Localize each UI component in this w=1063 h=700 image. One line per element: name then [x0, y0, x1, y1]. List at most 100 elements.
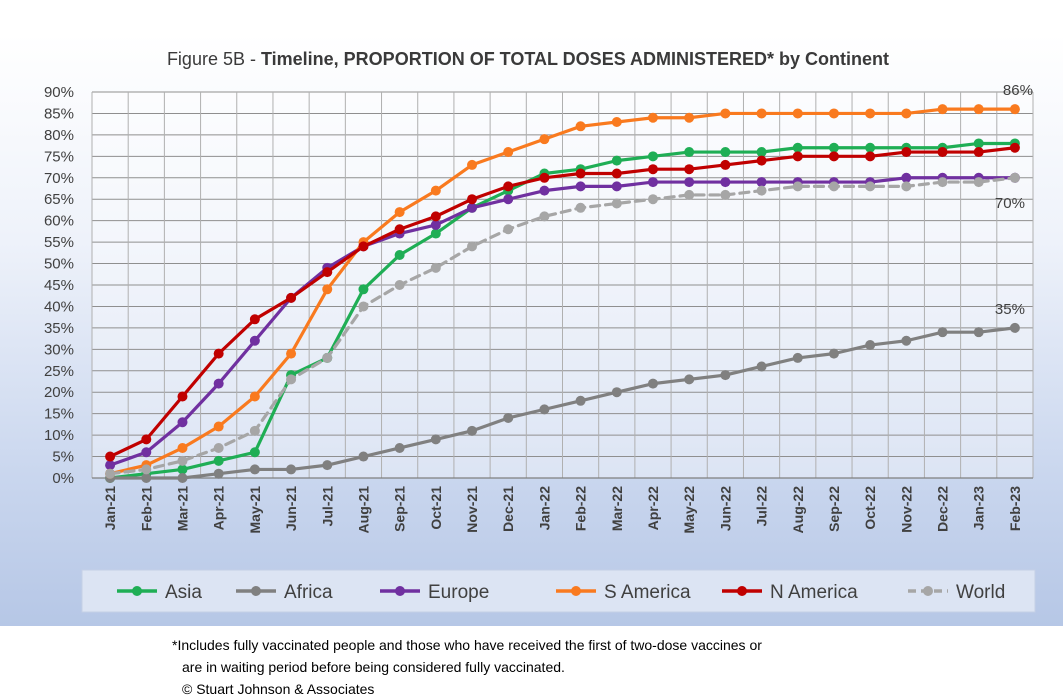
- y-tick-label: 60%: [44, 213, 74, 230]
- data-point: [792, 108, 803, 119]
- data-point: [828, 181, 839, 192]
- data-point: [249, 447, 260, 458]
- x-tick-label: Feb-23: [1007, 486, 1023, 531]
- data-point: [213, 348, 224, 359]
- data-point: [286, 292, 297, 303]
- y-tick-label: 55%: [44, 234, 74, 251]
- data-point: [647, 164, 658, 175]
- data-point: [141, 464, 152, 475]
- data-point: [792, 181, 803, 192]
- data-point: [503, 412, 514, 423]
- data-point: [901, 172, 912, 183]
- data-point: [177, 417, 188, 428]
- data-point: [105, 460, 116, 471]
- data-point: [177, 455, 188, 466]
- data-point: [430, 219, 441, 230]
- data-point: [937, 147, 948, 158]
- data-point: [828, 142, 839, 153]
- data-point: [394, 207, 405, 218]
- data-point: [249, 425, 260, 436]
- y-tick-label: 30%: [44, 341, 74, 358]
- data-point: [322, 267, 333, 278]
- line-chart: Figure 5B - Timeline, PROPORTION OF TOTA…: [44, 49, 1036, 613]
- data-point: [394, 224, 405, 235]
- x-tick-label: Apr-21: [211, 486, 227, 531]
- data-point: [358, 301, 369, 312]
- y-tick-label: 90%: [44, 84, 74, 101]
- data-point: [394, 249, 405, 260]
- data-point: [1009, 172, 1020, 183]
- data-point: [647, 194, 658, 205]
- data-point: [177, 464, 188, 475]
- data-point: [322, 352, 333, 363]
- y-tick-label: 5%: [52, 449, 74, 466]
- data-point: [973, 138, 984, 149]
- series-line: [108, 146, 1017, 459]
- x-tick-label: Aug-22: [790, 486, 806, 534]
- data-point: [105, 451, 116, 462]
- data-point: [467, 202, 478, 213]
- data-point: [213, 378, 224, 389]
- chart-background: [0, 34, 1063, 626]
- data-point: [322, 284, 333, 295]
- data-point: [720, 159, 731, 170]
- x-tick-label: Dec-21: [500, 486, 516, 532]
- series-line: [108, 326, 1017, 480]
- y-tick-label: 10%: [44, 427, 74, 444]
- copyright-notice: © Stuart Johnson & Associates: [182, 681, 375, 697]
- data-point: [720, 147, 731, 158]
- data-point: [575, 202, 586, 213]
- x-tick-label: Jul-22: [754, 486, 770, 527]
- data-point: [937, 327, 948, 338]
- data-point: [756, 147, 767, 158]
- legend-label: World: [956, 582, 1005, 603]
- data-point: [611, 168, 622, 179]
- data-point: [575, 121, 586, 132]
- x-tick-label: Sep-22: [826, 486, 842, 532]
- data-point: [394, 442, 405, 453]
- y-tick-label: 50%: [44, 256, 74, 273]
- series-line: [108, 141, 1017, 480]
- data-point: [249, 464, 260, 475]
- data-point: [720, 108, 731, 119]
- data-point: [901, 147, 912, 158]
- data-point: [756, 155, 767, 166]
- chart-title-main: Timeline, PROPORTION OF TOTAL DOSES ADMI…: [261, 49, 889, 69]
- legend-label: N America: [770, 582, 858, 603]
- x-tick-label: Mar-22: [609, 486, 625, 531]
- data-point: [575, 395, 586, 406]
- data-point: [539, 404, 550, 415]
- data-point: [213, 421, 224, 432]
- x-tick-label: May-21: [247, 486, 263, 534]
- data-point: [213, 468, 224, 479]
- data-point: [105, 468, 116, 479]
- x-tick-label: Jul-21: [319, 486, 335, 527]
- legend-label: Africa: [284, 582, 333, 603]
- footnote: *Includes fully vaccinated people and th…: [172, 634, 932, 700]
- x-tick-label: Oct-21: [428, 486, 444, 530]
- data-point: [286, 348, 297, 359]
- chart-title: Figure 5B - Timeline, PROPORTION OF TOTA…: [167, 49, 889, 69]
- x-tick-label: Apr-22: [645, 486, 661, 531]
- data-point: [286, 374, 297, 385]
- data-point: [684, 164, 695, 175]
- data-point: [539, 172, 550, 183]
- data-point: [213, 442, 224, 453]
- data-point: [467, 425, 478, 436]
- data-point: [828, 348, 839, 359]
- data-point: [684, 189, 695, 200]
- data-point: [539, 211, 550, 222]
- y-tick-label: 85%: [44, 105, 74, 122]
- data-point: [430, 211, 441, 222]
- data-point: [792, 142, 803, 153]
- chart-title-prefix: Figure 5B -: [167, 49, 261, 69]
- data-point: [177, 473, 188, 483]
- data-point: [430, 228, 441, 239]
- data-point: [430, 262, 441, 273]
- data-point: [901, 108, 912, 119]
- data-point: [1009, 322, 1020, 333]
- legend-swatch-marker: [132, 586, 142, 596]
- data-point: [539, 185, 550, 196]
- y-tick-label: 20%: [44, 384, 74, 401]
- data-point: [141, 447, 152, 458]
